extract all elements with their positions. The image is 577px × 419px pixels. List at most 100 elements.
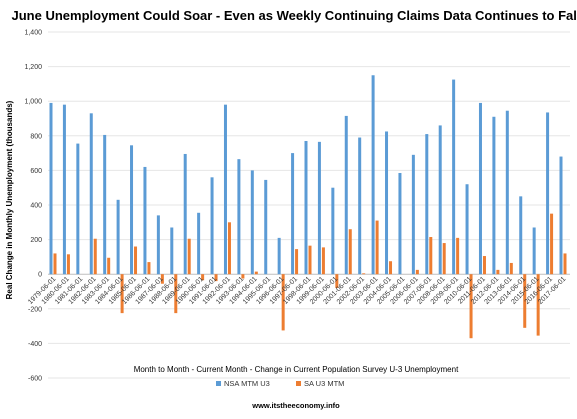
bar-nsa bbox=[317, 141, 321, 275]
y-tick-label: 600 bbox=[30, 168, 42, 175]
bar-sa bbox=[456, 237, 460, 275]
x-axis-ticks: 1979-06-011980-06-011981-06-011982-06-01… bbox=[27, 276, 567, 306]
bar-sa bbox=[147, 262, 151, 275]
bar-nsa bbox=[103, 134, 107, 275]
bar-sa bbox=[469, 274, 473, 339]
y-tick-label: -600 bbox=[28, 376, 42, 383]
bar-sa bbox=[295, 249, 299, 275]
bar-nsa bbox=[519, 196, 523, 275]
bar-nsa bbox=[398, 172, 402, 275]
bar-sa bbox=[415, 269, 419, 275]
bar-sa bbox=[496, 269, 500, 275]
bar-nsa bbox=[371, 75, 375, 275]
y-tick-label: 1,200 bbox=[24, 64, 42, 71]
bar-sa bbox=[321, 247, 325, 275]
bar-nsa bbox=[505, 110, 509, 275]
bar-nsa bbox=[291, 153, 295, 275]
bar-sa bbox=[174, 274, 178, 314]
bar-nsa bbox=[197, 212, 201, 275]
bar-sa bbox=[187, 238, 191, 275]
source-text: www.itstheeconomy.info bbox=[251, 401, 340, 410]
bar-sa bbox=[362, 273, 366, 275]
y-tick-label: 1,000 bbox=[24, 99, 42, 106]
bar-nsa bbox=[76, 143, 80, 275]
legend-label-sa: SA U3 MTM bbox=[304, 379, 344, 388]
bar-sa bbox=[335, 274, 339, 289]
bar-nsa bbox=[331, 187, 335, 275]
bar-nsa bbox=[304, 140, 308, 275]
bar-nsa bbox=[478, 102, 482, 275]
bar-nsa bbox=[492, 116, 496, 275]
bar-nsa bbox=[49, 102, 53, 275]
bar-sa bbox=[66, 254, 70, 275]
y-tick-label: 1,400 bbox=[24, 30, 42, 37]
bar-sa bbox=[308, 245, 312, 275]
bar-nsa bbox=[143, 166, 147, 275]
bar-sa bbox=[429, 237, 433, 275]
bar-sa bbox=[134, 246, 138, 275]
bar-sa bbox=[375, 220, 379, 275]
y-axis-label: Real Change in Monthly Unemployment (tho… bbox=[5, 100, 14, 299]
bar-sa bbox=[348, 229, 352, 275]
bar-nsa bbox=[156, 215, 160, 275]
bar-nsa bbox=[559, 156, 563, 275]
bar-sa bbox=[389, 261, 393, 275]
bar-sa bbox=[563, 253, 567, 275]
bar-nsa bbox=[425, 134, 429, 275]
bar-sa bbox=[442, 243, 446, 275]
bar-nsa bbox=[438, 125, 442, 275]
y-tick-label: 0 bbox=[38, 272, 42, 279]
bars bbox=[49, 75, 567, 339]
bar-sa bbox=[201, 274, 205, 281]
y-tick-label: 400 bbox=[30, 203, 42, 210]
bar-sa bbox=[227, 222, 231, 275]
bar-nsa bbox=[62, 104, 66, 275]
chart-title: June Unemployment Could Soar - Even as W… bbox=[12, 8, 577, 23]
bar-nsa bbox=[532, 227, 536, 275]
bar-sa bbox=[53, 253, 57, 275]
bar-nsa bbox=[264, 179, 268, 275]
legend-swatch-sa bbox=[296, 381, 301, 386]
bar-sa bbox=[482, 256, 486, 275]
bar-nsa bbox=[170, 227, 174, 275]
bar-sa bbox=[107, 257, 111, 275]
y-tick-label: 200 bbox=[30, 237, 42, 244]
bar-sa bbox=[509, 262, 513, 275]
legend-swatch-nsa bbox=[216, 381, 221, 386]
bar-nsa bbox=[210, 177, 214, 275]
bar-sa bbox=[214, 274, 218, 282]
bar-nsa bbox=[183, 153, 187, 275]
bar-nsa bbox=[237, 159, 241, 275]
bar-sa bbox=[536, 274, 540, 336]
bar-nsa bbox=[130, 145, 134, 275]
y-tick-label: -200 bbox=[28, 306, 42, 313]
bar-sa bbox=[254, 271, 258, 275]
bar-sa bbox=[241, 274, 245, 279]
bar-nsa bbox=[277, 237, 281, 275]
bar-nsa bbox=[452, 79, 456, 275]
bar-sa bbox=[523, 274, 527, 328]
bar-nsa bbox=[358, 137, 362, 275]
legend: NSA MTM U3 SA U3 MTM bbox=[216, 379, 344, 388]
bar-nsa bbox=[250, 170, 254, 275]
y-tick-label: 800 bbox=[30, 133, 42, 140]
bar-sa bbox=[550, 213, 554, 275]
bar-nsa bbox=[465, 184, 469, 275]
y-tick-label: -400 bbox=[28, 341, 42, 348]
bar-nsa bbox=[546, 112, 550, 275]
bar-sa bbox=[120, 274, 124, 314]
bar-sa bbox=[160, 274, 164, 284]
bar-sa bbox=[93, 238, 97, 275]
bar-nsa bbox=[89, 113, 93, 275]
gridlines bbox=[48, 31, 570, 379]
bar-nsa bbox=[411, 154, 415, 275]
bar-nsa bbox=[385, 131, 389, 275]
bar-nsa bbox=[223, 104, 227, 275]
bar-nsa bbox=[344, 115, 348, 275]
x-axis-label: Month to Month - Current Month - Change … bbox=[134, 365, 459, 374]
legend-label-nsa: NSA MTM U3 bbox=[224, 379, 270, 388]
bar-nsa bbox=[116, 199, 120, 275]
bar-sa bbox=[281, 274, 285, 331]
